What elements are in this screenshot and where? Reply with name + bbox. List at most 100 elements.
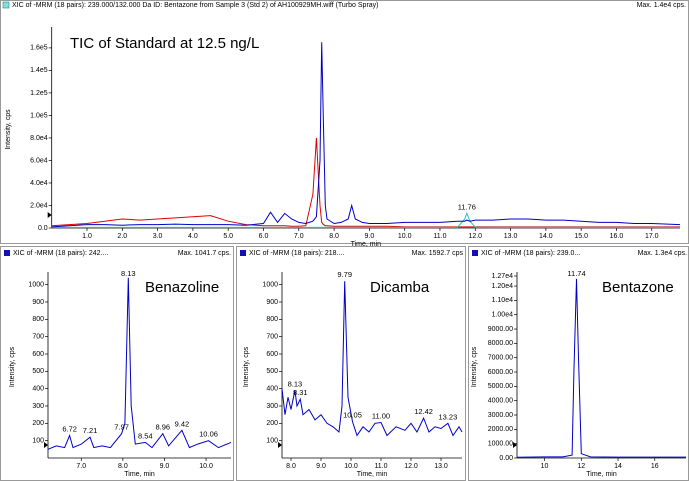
peak-label: 12.42	[414, 407, 433, 416]
trace-icon	[240, 250, 246, 256]
y-tick-label: 900	[32, 299, 44, 306]
x-tick-label: 10	[541, 463, 549, 470]
x-axis-label: Time, min	[351, 241, 382, 248]
y-tick-label: 200	[32, 420, 44, 427]
y-tick-label: 700	[266, 334, 278, 341]
y-tick-label: 0.00	[499, 455, 513, 462]
peak-label: 11.76	[458, 202, 476, 211]
x-axis-label: Time, min	[357, 471, 388, 478]
x-tick-label: 13.0	[434, 463, 448, 470]
y-tick-label: 600	[32, 351, 44, 358]
axis-marker	[47, 212, 52, 218]
y-tick-label: 1.20e4	[492, 283, 514, 290]
peak-label: 11.74	[567, 269, 585, 278]
trace	[516, 278, 686, 458]
y-tick-label: 800	[266, 316, 278, 323]
x-tick-label: 2.0	[117, 233, 127, 240]
y-tick-label: 8000.00	[488, 340, 513, 347]
max-intensity: Max. 1041.7 cps.	[178, 250, 231, 257]
y-tick-label: 600	[266, 351, 278, 358]
axis-marker	[278, 442, 282, 448]
trace	[51, 212, 680, 228]
trace	[51, 42, 681, 228]
x-tick-label: 16	[651, 463, 659, 470]
trace	[47, 277, 232, 450]
y-axis-label: Intensity, cps	[5, 109, 12, 150]
y-tick-label: 1.0e5	[30, 112, 48, 119]
y-tick-label: 800	[32, 316, 44, 323]
x-tick-label: 6.0	[259, 233, 269, 240]
x-tick-label: 11.0	[374, 463, 387, 470]
panel-title: XIC of -MRM (18 pairs): 218....	[249, 250, 344, 257]
x-tick-label: 16.0	[610, 233, 624, 240]
y-axis-label: Intensity, cps	[471, 346, 478, 387]
y-tick-label: 500	[266, 368, 278, 375]
y-tick-label: 400	[266, 386, 278, 393]
y-tick-label: 8.0e4	[30, 135, 48, 142]
panel-title: XIC of -MRM (18 pairs): 242....	[13, 250, 108, 257]
peak-label: 10.06	[199, 430, 218, 439]
x-tick-label: 9.0	[160, 463, 170, 470]
x-tick-label: 12.0	[404, 463, 418, 470]
x-tick-label: 8.0	[118, 463, 128, 470]
y-tick-label: 9000.00	[488, 326, 513, 333]
y-tick-label: 200	[266, 420, 278, 427]
y-tick-label: 1.2e5	[30, 90, 48, 97]
y-tick-label: 1.6e5	[30, 45, 48, 52]
peak-label: 8.13	[288, 379, 303, 388]
y-tick-label: 1000.00	[488, 441, 513, 448]
x-tick-label: 14	[614, 463, 622, 470]
x-tick-label: 5.0	[223, 233, 233, 240]
y-tick-label: 7000.00	[488, 355, 513, 362]
x-tick-label: 11.0	[433, 233, 446, 240]
y-tick-label: 6000.00	[488, 369, 513, 376]
peak-label: 7.21	[83, 426, 98, 435]
y-tick-label: 700	[32, 334, 44, 341]
peak-label: 8.96	[155, 423, 170, 432]
x-tick-label: 3.0	[153, 233, 163, 240]
y-axis-label: Intensity, cps	[243, 346, 250, 387]
x-tick-label: 10.0	[398, 233, 412, 240]
x-tick-label: 1.0	[82, 233, 92, 240]
y-tick-label: 900	[266, 299, 278, 306]
y-tick-label: 1.27e4	[492, 273, 514, 280]
x-tick-label: 15.0	[574, 233, 588, 240]
y-tick-label: 100	[266, 438, 278, 445]
x-tick-label: 7.0	[294, 233, 304, 240]
peak-label: 8.13	[121, 269, 136, 278]
max-intensity: Max. 1592.7 cps	[412, 250, 464, 257]
panel-title: XIC of -MRM (18 pairs): 239.0...	[481, 250, 580, 257]
x-tick-label: 8.0	[286, 463, 296, 470]
y-axis-label: Intensity, cps	[9, 346, 16, 387]
y-tick-label: 2000.00	[488, 426, 513, 433]
y-tick-label: 300	[266, 403, 278, 410]
x-tick-label: 14.0	[539, 233, 553, 240]
peak-label: 11.00	[372, 411, 390, 420]
max-intensity: Max. 1.4e4 cps.	[637, 2, 686, 9]
y-tick-label: 3000.00	[488, 412, 513, 419]
y-tick-label: 300	[32, 403, 44, 410]
x-tick-label: 12	[577, 463, 585, 470]
x-axis-label: Time, min	[124, 471, 155, 478]
x-tick-label: 10.0	[199, 463, 213, 470]
x-tick-label: 9.0	[316, 463, 326, 470]
inset-label: Dicamba	[370, 279, 430, 296]
y-tick-label: 1000	[262, 282, 278, 289]
y-tick-label: 1.00e4	[492, 312, 514, 319]
trace-icon	[4, 250, 10, 256]
y-tick-label: 1.10e4	[492, 297, 514, 304]
peak-label: 10.05	[343, 411, 362, 420]
y-tick-label: 1000	[28, 282, 44, 289]
x-tick-label: 7.0	[76, 463, 86, 470]
peak-label: 9.42	[175, 419, 190, 428]
y-tick-label: 400	[32, 386, 44, 393]
y-tick-label: 100	[32, 438, 44, 445]
trace-icon	[472, 250, 478, 256]
y-tick-label: 6.0e4	[30, 157, 48, 164]
peak-label: 8.54	[138, 431, 153, 440]
y-tick-label: 0.0	[38, 225, 48, 232]
peak-label: 8.31	[293, 388, 308, 397]
peak-label: 13.23	[439, 412, 458, 421]
